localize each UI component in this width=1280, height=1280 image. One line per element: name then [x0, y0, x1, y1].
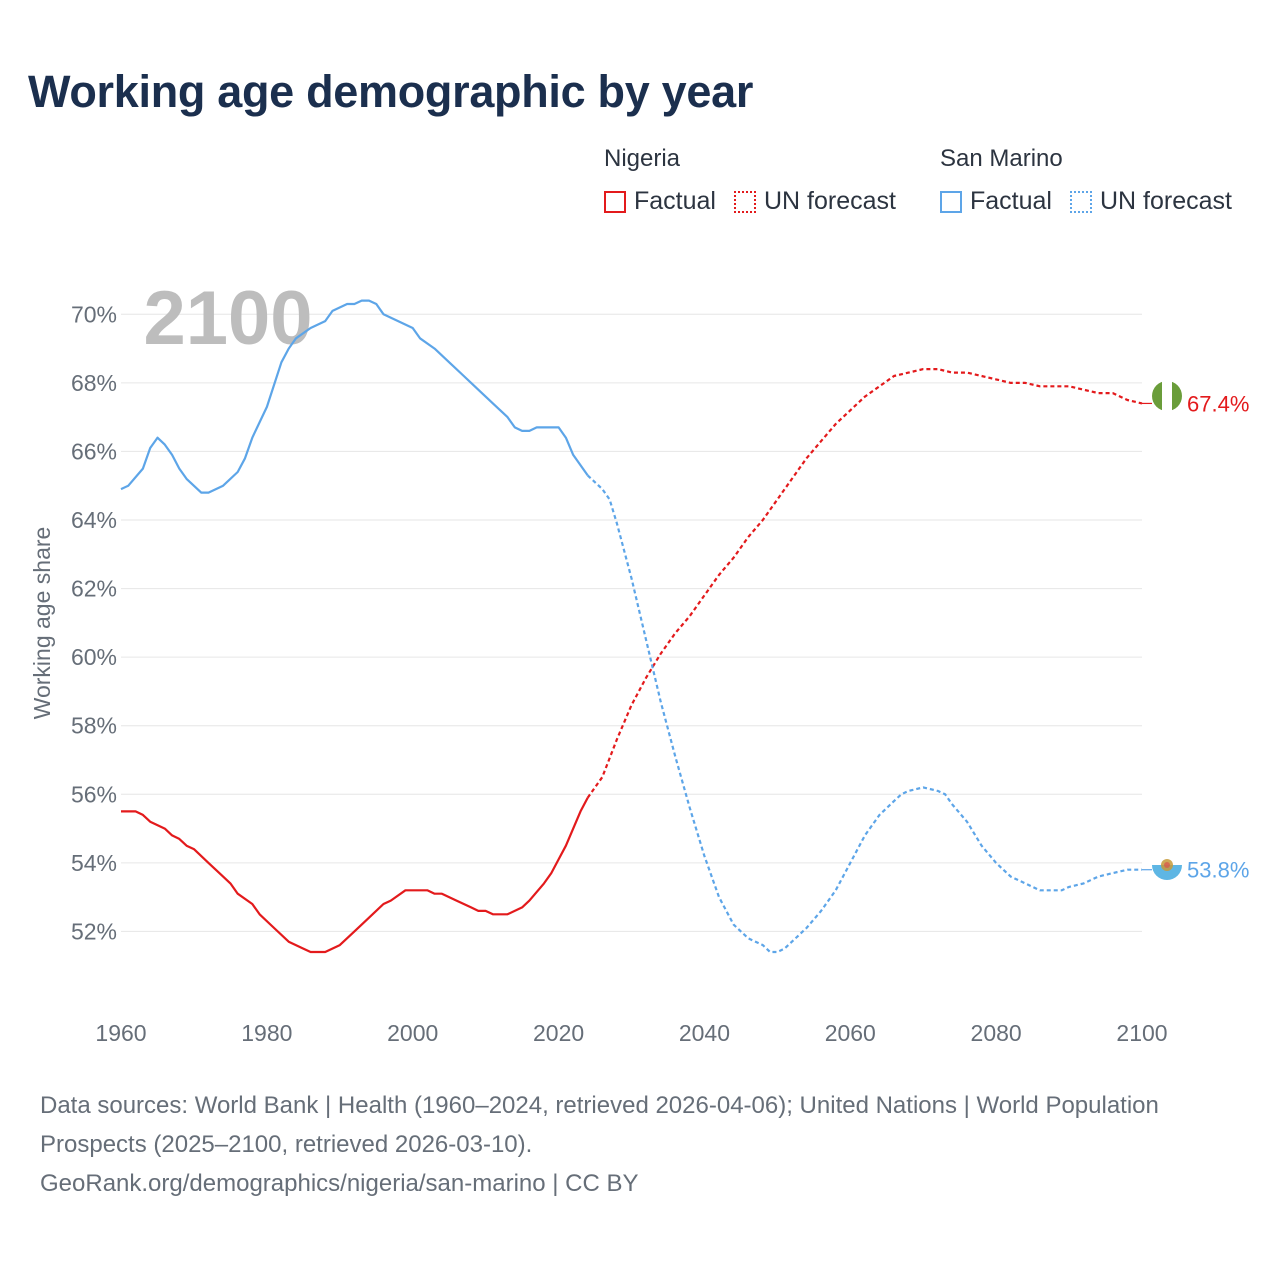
y-tick-label: 56%	[71, 781, 117, 807]
sources-note: Data sources: World Bank | Health (1960–…	[40, 1086, 1160, 1203]
legend-country-san-marino: San Marino	[940, 145, 1063, 172]
legend-nigeria: Nigeria Factual UN forecast	[604, 145, 914, 216]
data-sources: Data sources: World Bank | Health (1960–…	[40, 1092, 1159, 1158]
series-line-san-marino-factual[interactable]	[120, 299, 589, 494]
x-tick-label: 2060	[825, 1020, 876, 1046]
san-marino-flag-icon	[1152, 850, 1182, 880]
legend-nigeria-factual[interactable]: Factual	[604, 187, 716, 216]
end-value-label-nigeria: 67.4%	[1187, 391, 1249, 416]
legend-label: Factual	[634, 187, 716, 215]
y-tick-label: 52%	[71, 918, 117, 944]
y-tick-label: 64%	[71, 507, 117, 533]
line-chart: 2100 52% 54% 56% 58% 60% 62% 64% 66% 68% 70% 1960 1…	[29, 276, 1249, 1046]
legend-swatch-dotted	[1069, 190, 1092, 213]
x-tick-label: 2040	[679, 1020, 730, 1046]
x-tick-label: 1980	[241, 1020, 292, 1046]
end-value-label-san-marino: 53.8%	[1187, 858, 1249, 883]
y-tick-label: 66%	[71, 438, 117, 464]
legend-nigeria-forecast[interactable]: UN forecast	[733, 187, 896, 216]
series-lines	[120, 299, 1143, 954]
x-tick-label: 2020	[533, 1020, 584, 1046]
end-labels: 67.4% 53.8%	[1142, 391, 1249, 883]
legend-san-marino-forecast[interactable]: UN forecast	[1069, 187, 1232, 216]
grid-lines	[121, 313, 1142, 932]
y-tick-label: 60%	[71, 644, 117, 670]
x-tick-label: 2080	[971, 1020, 1022, 1046]
year-watermark: 2100	[143, 276, 312, 361]
axis-labels: 52% 54% 56% 58% 60% 62% 64% 66% 68% 70% 1960 1980 20…	[71, 301, 1168, 1046]
attribution-link[interactable]: GeoRank.org/demographics/nigeria/san-mar…	[40, 1170, 639, 1197]
legend-swatch-solid	[940, 190, 962, 213]
chart-title: Working age demographic by year	[28, 66, 754, 117]
x-tick-label: 2000	[387, 1020, 438, 1046]
x-tick-label: 1960	[95, 1020, 146, 1046]
y-axis-title: Working age share	[29, 527, 55, 720]
legend-san-marino: San Marino Factual UN forecast	[940, 145, 1250, 216]
legend-swatch-dotted	[733, 190, 756, 213]
y-tick-label: 68%	[71, 370, 117, 396]
series-line-nigeria-factual[interactable]	[121, 797, 589, 954]
legend-label: UN forecast	[763, 187, 896, 215]
legend-san-marino-factual[interactable]: Factual	[940, 187, 1052, 216]
series-line-san-marino-forecast[interactable]	[586, 474, 1142, 954]
y-tick-label: 54%	[71, 850, 117, 876]
legend-country-nigeria: Nigeria	[604, 145, 681, 172]
x-tick-label: 2100	[1116, 1020, 1167, 1046]
legend-label: UN forecast	[1099, 187, 1232, 215]
nigeria-flag-icon	[1152, 381, 1182, 411]
legend-swatch-solid	[604, 190, 626, 213]
y-tick-label: 62%	[71, 576, 117, 602]
y-tick-label: 70%	[71, 301, 117, 327]
series-line-nigeria-forecast[interactable]	[586, 368, 1143, 799]
y-tick-label: 58%	[71, 713, 117, 739]
legend-label: Factual	[970, 187, 1052, 215]
